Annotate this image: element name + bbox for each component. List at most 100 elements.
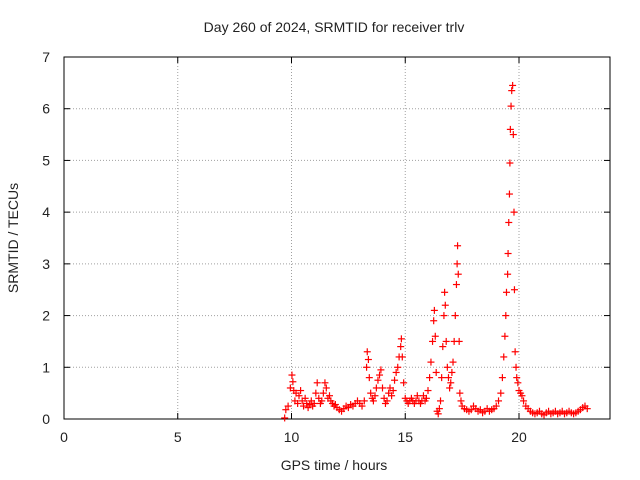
data-point <box>509 131 517 139</box>
x-tick-label: 10 <box>284 429 300 445</box>
data-point <box>435 405 443 413</box>
data-point <box>456 389 464 397</box>
data-point <box>454 242 462 250</box>
data-point <box>514 379 522 387</box>
data-point <box>331 401 339 409</box>
data-point <box>506 125 514 133</box>
data-point <box>394 363 402 371</box>
data-point <box>451 312 459 320</box>
data-point <box>321 379 329 387</box>
data-point <box>374 376 382 384</box>
data-point <box>430 306 438 314</box>
data-point <box>303 399 311 407</box>
data-point <box>492 402 500 410</box>
data-point <box>310 399 318 407</box>
data-point <box>502 288 510 296</box>
data-point <box>508 87 516 95</box>
data-point <box>391 376 399 384</box>
data-point <box>330 402 338 410</box>
data-point <box>397 343 405 351</box>
y-tick-label: 2 <box>42 308 50 324</box>
data-point <box>304 404 312 412</box>
data-point <box>520 397 528 405</box>
data-point <box>360 397 368 405</box>
data-point <box>363 348 371 356</box>
data-point <box>319 389 327 397</box>
data-point <box>449 358 457 366</box>
data-point <box>397 335 405 343</box>
data-point <box>282 406 290 414</box>
data-point <box>306 401 314 409</box>
data-point <box>372 384 380 392</box>
data-point <box>583 405 591 413</box>
y-tick-label: 6 <box>42 101 50 117</box>
data-point <box>510 208 518 216</box>
data-point <box>424 387 432 395</box>
data-point <box>313 379 321 387</box>
data-point <box>365 374 373 382</box>
data-point <box>294 399 302 407</box>
x-axis-label: GPS time / hours <box>281 457 388 473</box>
chart-title: Day 260 of 2024, SRMTID for receiver trl… <box>204 19 465 35</box>
data-point <box>383 397 391 405</box>
data-point <box>441 301 449 309</box>
data-point <box>430 317 438 325</box>
data-point <box>379 384 386 392</box>
data-point <box>288 371 296 379</box>
data-point <box>454 270 462 278</box>
data-point <box>281 414 289 422</box>
data-point <box>388 392 396 400</box>
data-point <box>502 312 510 320</box>
data-point <box>518 392 526 400</box>
data-point <box>509 81 517 89</box>
data-point <box>500 353 508 361</box>
data-point <box>497 389 505 397</box>
y-axis-ticks: 0 1 2 3 4 5 6 7 <box>42 49 610 427</box>
data-point <box>505 218 513 226</box>
data-point <box>312 389 320 397</box>
data-point <box>457 397 465 405</box>
data-point <box>426 374 434 382</box>
data-point <box>504 270 512 278</box>
data-point <box>506 159 514 167</box>
plot-frame <box>63 56 611 420</box>
data-point <box>400 379 408 387</box>
y-tick-label: 4 <box>42 204 50 220</box>
x-tick-label: 5 <box>174 429 182 445</box>
data-point <box>297 387 305 395</box>
data-point <box>443 363 451 371</box>
data-point <box>371 392 379 400</box>
data-point <box>444 374 452 382</box>
data-point <box>438 374 446 382</box>
data-point <box>452 281 460 289</box>
series-srmtid <box>281 81 591 422</box>
x-tick-label: 0 <box>60 429 68 445</box>
data-point <box>442 337 450 345</box>
y-tick-label: 0 <box>42 411 50 427</box>
data-point <box>429 337 437 345</box>
data-point <box>289 378 297 386</box>
data-point <box>301 394 309 402</box>
data-point <box>498 374 506 382</box>
data-point <box>501 332 509 340</box>
data-point <box>413 392 421 400</box>
data-point <box>434 410 442 418</box>
data-point <box>453 260 461 268</box>
y-axis-label: SRMTID / TECUs <box>5 183 21 293</box>
data-point <box>322 384 330 392</box>
data-point <box>392 368 400 376</box>
data-point <box>448 368 456 376</box>
data-point <box>427 358 435 366</box>
data-point <box>495 397 503 405</box>
data-point <box>358 402 366 410</box>
x-tick-label: 15 <box>397 429 413 445</box>
data-point <box>440 312 448 320</box>
data-point <box>363 363 371 371</box>
data-point <box>455 337 463 345</box>
data-point <box>422 394 430 402</box>
grid <box>64 57 610 419</box>
data-point <box>511 348 519 356</box>
data-point <box>369 397 377 405</box>
